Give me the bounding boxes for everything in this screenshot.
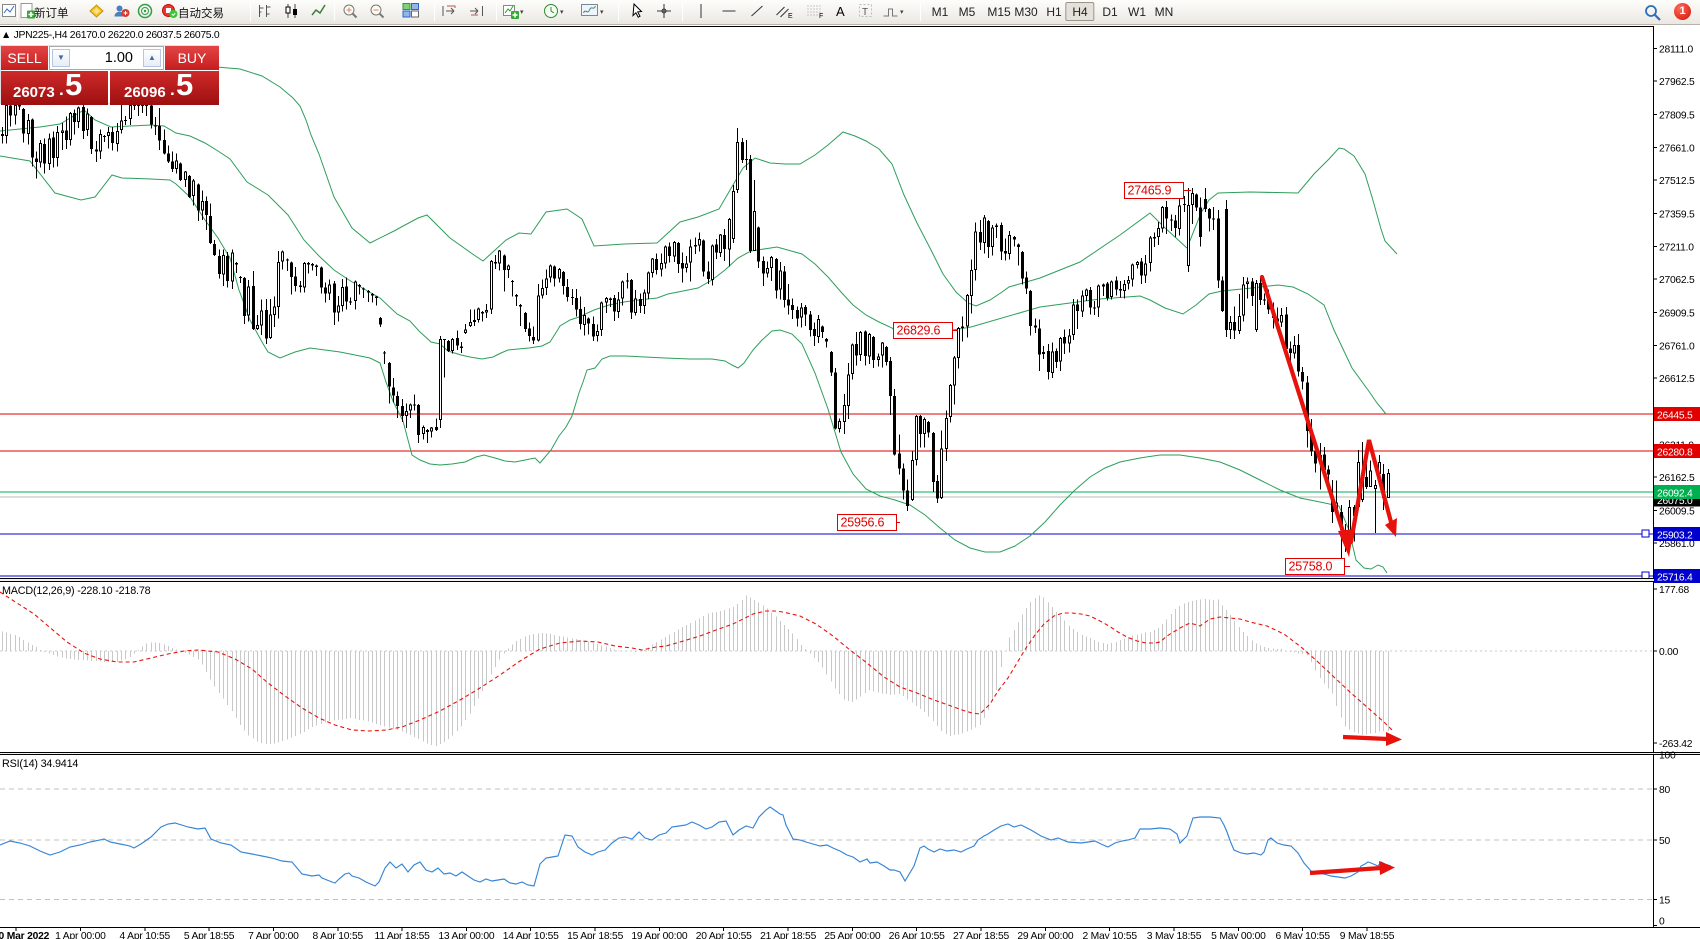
svg-text:26 Apr 10:55: 26 Apr 10:55 [889,931,945,939]
svg-text:MACD(12,26,9) -228.10 -218.78: MACD(12,26,9) -228.10 -218.78 [2,585,151,597]
svg-text:6 May 10:55: 6 May 10:55 [1275,931,1330,939]
svg-text:25903.2: 25903.2 [1657,531,1693,542]
svg-text:0: 0 [1659,917,1665,928]
svg-text:15: 15 [1659,896,1670,907]
svg-text:25 Apr 00:00: 25 Apr 00:00 [824,931,880,939]
svg-text:27359.5: 27359.5 [1659,210,1695,221]
svg-text:27512.5: 27512.5 [1659,176,1695,187]
svg-text:26761.0: 26761.0 [1659,341,1695,352]
svg-text:T: T [862,7,868,18]
svg-text:21 Apr 18:55: 21 Apr 18:55 [760,931,816,939]
svg-text:177.68: 177.68 [1659,585,1690,596]
svg-text:19 Apr 00:00: 19 Apr 00:00 [631,931,687,939]
svg-text:26092.4: 26092.4 [1657,489,1693,500]
svg-text:14 Apr 10:55: 14 Apr 10:55 [503,931,559,939]
svg-text:25956.6: 25956.6 [841,516,885,530]
svg-text:26009.5: 26009.5 [1659,507,1695,518]
svg-text:-263.42: -263.42 [1659,739,1693,750]
svg-text:▲ JPN225-,H4 26170.0 26220.0: ▲ JPN225-,H4 26170.0 26220.0 26037.5 260… [1,30,220,41]
svg-text:26445.5: 26445.5 [1657,411,1693,422]
svg-text:26909.5: 26909.5 [1659,309,1695,320]
svg-text:8 Apr 10:55: 8 Apr 10:55 [313,931,364,939]
svg-text:27962.5: 27962.5 [1659,77,1695,88]
svg-text:26162.5: 26162.5 [1659,473,1695,484]
svg-text:27211.0: 27211.0 [1659,242,1694,253]
svg-text:28111.0: 28111.0 [1659,44,1693,55]
svg-text:26075.0: 26075.0 [1657,496,1693,507]
svg-text:15 Apr 18:55: 15 Apr 18:55 [567,931,623,939]
svg-text:50: 50 [1659,836,1670,847]
svg-text:26612.5: 26612.5 [1659,374,1695,385]
svg-text:E: E [788,13,793,19]
svg-text:9 May 18:55: 9 May 18:55 [1340,931,1395,939]
svg-text:25861.0: 25861.0 [1659,539,1695,550]
svg-text:7 Apr 00:00: 7 Apr 00:00 [248,931,299,939]
svg-text:25758.0: 25758.0 [1289,560,1333,574]
svg-text:4 Apr 10:55: 4 Apr 10:55 [120,931,171,939]
svg-text:26280.8: 26280.8 [1657,448,1693,459]
svg-text:RSI(14) 34.9414: RSI(14) 34.9414 [2,758,78,770]
svg-text:11 Apr 18:55: 11 Apr 18:55 [374,931,430,939]
svg-text:29 Apr 00:00: 29 Apr 00:00 [1017,931,1073,939]
svg-text:27809.5: 27809.5 [1659,111,1695,122]
svg-text:13 Apr 00:00: 13 Apr 00:00 [438,931,494,939]
svg-text:20 Apr 10:55: 20 Apr 10:55 [696,931,752,939]
svg-text:27062.5: 27062.5 [1659,275,1695,286]
svg-text:26829.6: 26829.6 [897,324,941,338]
svg-text:27661.0: 27661.0 [1659,143,1695,154]
svg-text:3 May 18:55: 3 May 18:55 [1147,931,1202,939]
svg-text:5 May 00:00: 5 May 00:00 [1211,931,1266,939]
svg-text:1 Apr 00:00: 1 Apr 00:00 [55,931,106,939]
svg-text:30 Mar 2022: 30 Mar 2022 [0,931,50,939]
svg-text:80: 80 [1659,785,1670,796]
svg-text:0.00: 0.00 [1659,647,1679,658]
svg-text:27465.9: 27465.9 [1128,184,1172,198]
svg-text:5 Apr 18:55: 5 Apr 18:55 [184,931,235,939]
svg-text:25716.4: 25716.4 [1657,573,1693,584]
svg-text:100: 100 [1659,751,1676,762]
svg-text:27 Apr 18:55: 27 Apr 18:55 [953,931,1009,939]
svg-text:2 May 10:55: 2 May 10:55 [1082,931,1137,939]
svg-text:F: F [819,13,823,19]
